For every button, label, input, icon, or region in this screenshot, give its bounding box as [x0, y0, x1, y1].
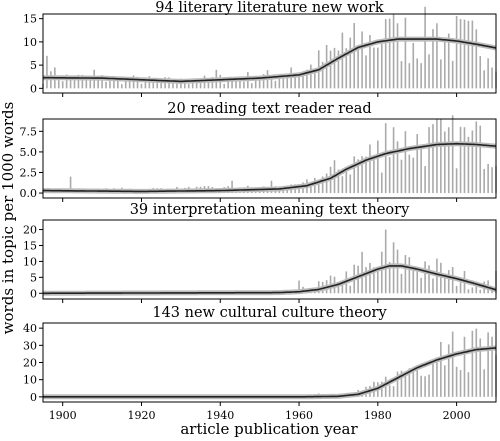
panel-3: 39 interpretation meaning text theory 0 5 1…	[23, 202, 497, 303]
panel-1: 94 literary literature new work 0 5 10 15	[23, 0, 497, 97]
x-axis-label: article publication year	[180, 420, 358, 438]
y-tick-label: 20	[23, 224, 37, 237]
y-tick-label: 30	[23, 339, 37, 352]
y-tick-label: 15	[23, 239, 37, 252]
x-tick-label: 1980	[364, 409, 392, 422]
y-axis-label: words in topic per 1000 words	[0, 102, 17, 335]
y-tick-label: 10	[23, 36, 37, 49]
panel-4: 143 new cultural culture theory 0 10 20 30 40	[23, 305, 497, 406]
panel-title: 143 new cultural culture theory	[152, 305, 387, 321]
bar-series	[46, 229, 497, 294]
y-tick-label: 0	[30, 82, 37, 95]
x-tick-label: 2000	[443, 409, 471, 422]
trend-line	[43, 265, 497, 295]
panel-title: 94 literary literature new work	[155, 0, 384, 16]
bar-series	[42, 115, 497, 194]
y-tick-label: 7.5	[20, 125, 38, 138]
y-tick-label: 5	[30, 271, 37, 284]
x-tick-label: 1900	[49, 409, 77, 422]
x-tick-label: 1960	[285, 409, 313, 422]
y-tick-label: 0.0	[20, 187, 38, 200]
panel-title: 20 reading text reader read	[167, 101, 371, 117]
panel-frame	[42, 118, 497, 199]
y-tick-label: 5.0	[20, 146, 38, 159]
trend-line	[43, 142, 497, 193]
trend-ribbon	[42, 263, 497, 296]
panel-title: 39 interpretation meaning text theory	[130, 202, 410, 218]
trend-ribbon	[42, 345, 497, 400]
panel-frame	[42, 219, 497, 300]
y-tick-label: 0	[30, 287, 37, 300]
trend-ribbon	[42, 36, 497, 84]
y-tick-label: 5	[30, 59, 37, 72]
y-tick-label: 15	[23, 13, 37, 26]
y-tick-label: 10	[23, 374, 37, 387]
y-tick-label: 2.5	[20, 166, 38, 179]
y-tick-label: 20	[23, 357, 37, 370]
x-tick-label: 1920	[127, 409, 155, 422]
panel-2: 20 reading text reader read 0.0 2.5 5.0 7.5	[20, 101, 497, 202]
y-tick-label: 40	[23, 322, 37, 335]
trend-line	[43, 38, 497, 83]
y-tick-label: 0	[30, 391, 37, 404]
y-tick-label: 10	[23, 255, 37, 268]
x-tick-label: 1940	[206, 409, 234, 422]
panel-frame	[42, 13, 497, 94]
trend-line	[43, 347, 497, 398]
trend-ribbon	[42, 141, 497, 194]
